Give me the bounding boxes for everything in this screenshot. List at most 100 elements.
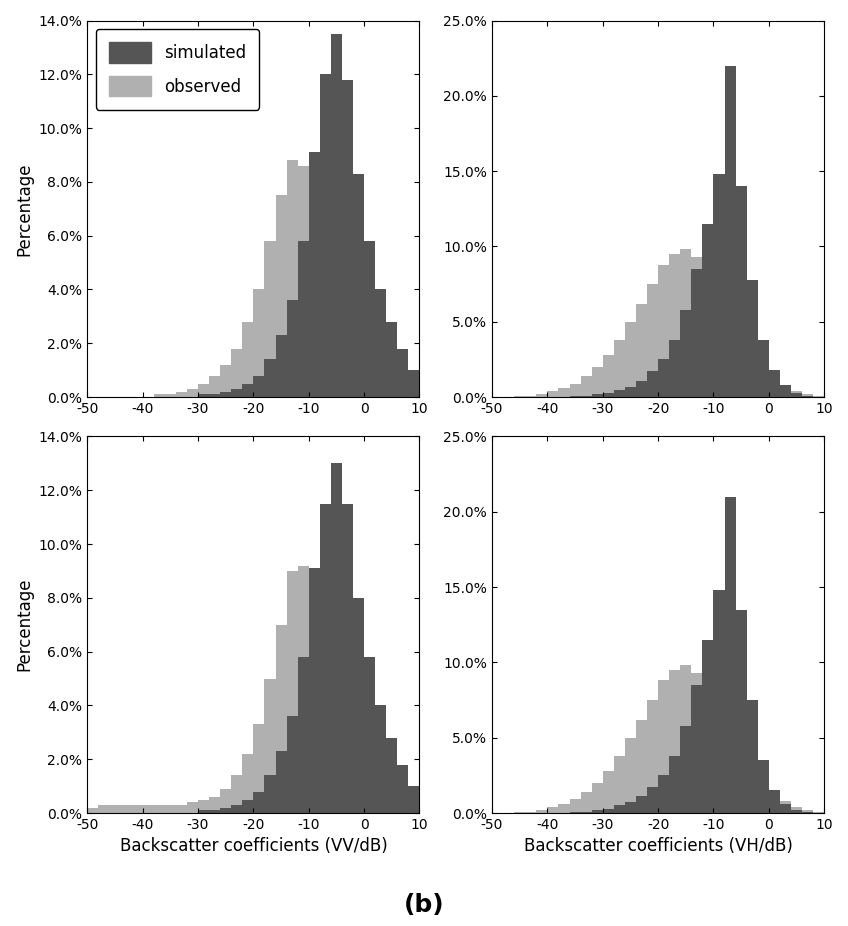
Bar	[287, 300, 298, 397]
Bar	[813, 811, 824, 813]
Bar	[209, 810, 220, 813]
Bar	[298, 657, 309, 813]
Bar	[254, 724, 265, 813]
Bar	[331, 463, 342, 813]
Bar	[735, 340, 747, 397]
Bar	[176, 392, 187, 397]
Bar	[276, 625, 287, 813]
Bar	[220, 789, 232, 813]
Bar	[625, 803, 636, 813]
Bar	[625, 386, 636, 397]
Bar	[669, 254, 680, 397]
Bar	[220, 807, 232, 813]
Bar	[614, 756, 625, 813]
Bar	[702, 640, 713, 813]
Bar	[680, 666, 691, 813]
Bar	[265, 359, 276, 397]
Bar	[254, 792, 265, 813]
Bar	[243, 383, 254, 397]
Bar	[232, 775, 243, 813]
Bar	[614, 390, 625, 397]
Bar	[342, 504, 353, 813]
Bar	[813, 395, 824, 397]
Bar	[265, 679, 276, 813]
Bar	[265, 775, 276, 813]
Bar	[220, 392, 232, 397]
Bar	[320, 231, 331, 397]
Bar	[625, 738, 636, 813]
Bar	[691, 269, 702, 397]
Bar	[625, 321, 636, 397]
Bar	[342, 711, 353, 813]
Bar	[298, 566, 309, 813]
Bar	[265, 241, 276, 397]
Bar	[802, 394, 813, 397]
Bar	[187, 389, 198, 397]
Bar	[276, 751, 287, 813]
Bar	[320, 504, 331, 813]
Bar	[287, 160, 298, 397]
Bar	[713, 590, 724, 813]
Bar	[636, 720, 647, 813]
Bar	[409, 810, 420, 813]
Bar	[187, 802, 198, 813]
Bar	[802, 395, 813, 397]
Bar	[131, 805, 142, 813]
Bar	[243, 754, 254, 813]
Bar	[375, 772, 386, 813]
Bar	[669, 340, 680, 397]
Bar	[713, 299, 724, 397]
Bar	[364, 754, 375, 813]
Bar	[614, 806, 625, 813]
Bar	[735, 186, 747, 397]
Bar	[735, 756, 747, 813]
Bar	[769, 378, 780, 397]
Bar	[331, 34, 342, 397]
Bar	[353, 311, 364, 397]
Bar	[758, 367, 769, 397]
Bar	[232, 389, 243, 397]
Bar	[581, 376, 592, 397]
Bar	[514, 395, 525, 397]
Bar	[769, 370, 780, 397]
Bar	[220, 365, 232, 397]
Bar	[398, 765, 409, 813]
Bar	[342, 80, 353, 397]
Bar	[581, 811, 592, 813]
Bar	[353, 174, 364, 397]
Bar	[747, 770, 758, 813]
Bar	[780, 801, 791, 813]
Y-axis label: Percentage: Percentage	[15, 162, 33, 256]
Bar	[780, 804, 791, 813]
Bar	[547, 391, 559, 397]
Bar	[780, 385, 791, 397]
Bar	[109, 805, 120, 813]
Bar	[525, 811, 536, 813]
Bar	[603, 355, 614, 397]
Bar	[386, 789, 398, 813]
Y-axis label: Percentage: Percentage	[15, 578, 33, 671]
Bar	[176, 805, 187, 813]
Bar	[658, 681, 669, 813]
Bar	[724, 66, 735, 397]
Bar	[581, 395, 592, 397]
Bar	[735, 609, 747, 813]
Bar	[780, 385, 791, 397]
Bar	[165, 394, 176, 397]
X-axis label: Backscatter coefficients (VH/dB): Backscatter coefficients (VH/dB)	[524, 837, 793, 856]
Bar	[691, 257, 702, 397]
Bar	[680, 309, 691, 397]
Bar	[658, 359, 669, 397]
Bar	[691, 673, 702, 813]
Bar	[386, 738, 398, 813]
Bar	[702, 693, 713, 813]
Bar	[647, 284, 658, 397]
Bar	[209, 797, 220, 813]
Bar	[254, 376, 265, 397]
Bar	[153, 805, 165, 813]
Bar	[276, 335, 287, 397]
Bar	[647, 371, 658, 397]
Text: (b): (b)	[404, 893, 444, 917]
Bar	[592, 394, 603, 397]
Bar	[525, 395, 536, 397]
